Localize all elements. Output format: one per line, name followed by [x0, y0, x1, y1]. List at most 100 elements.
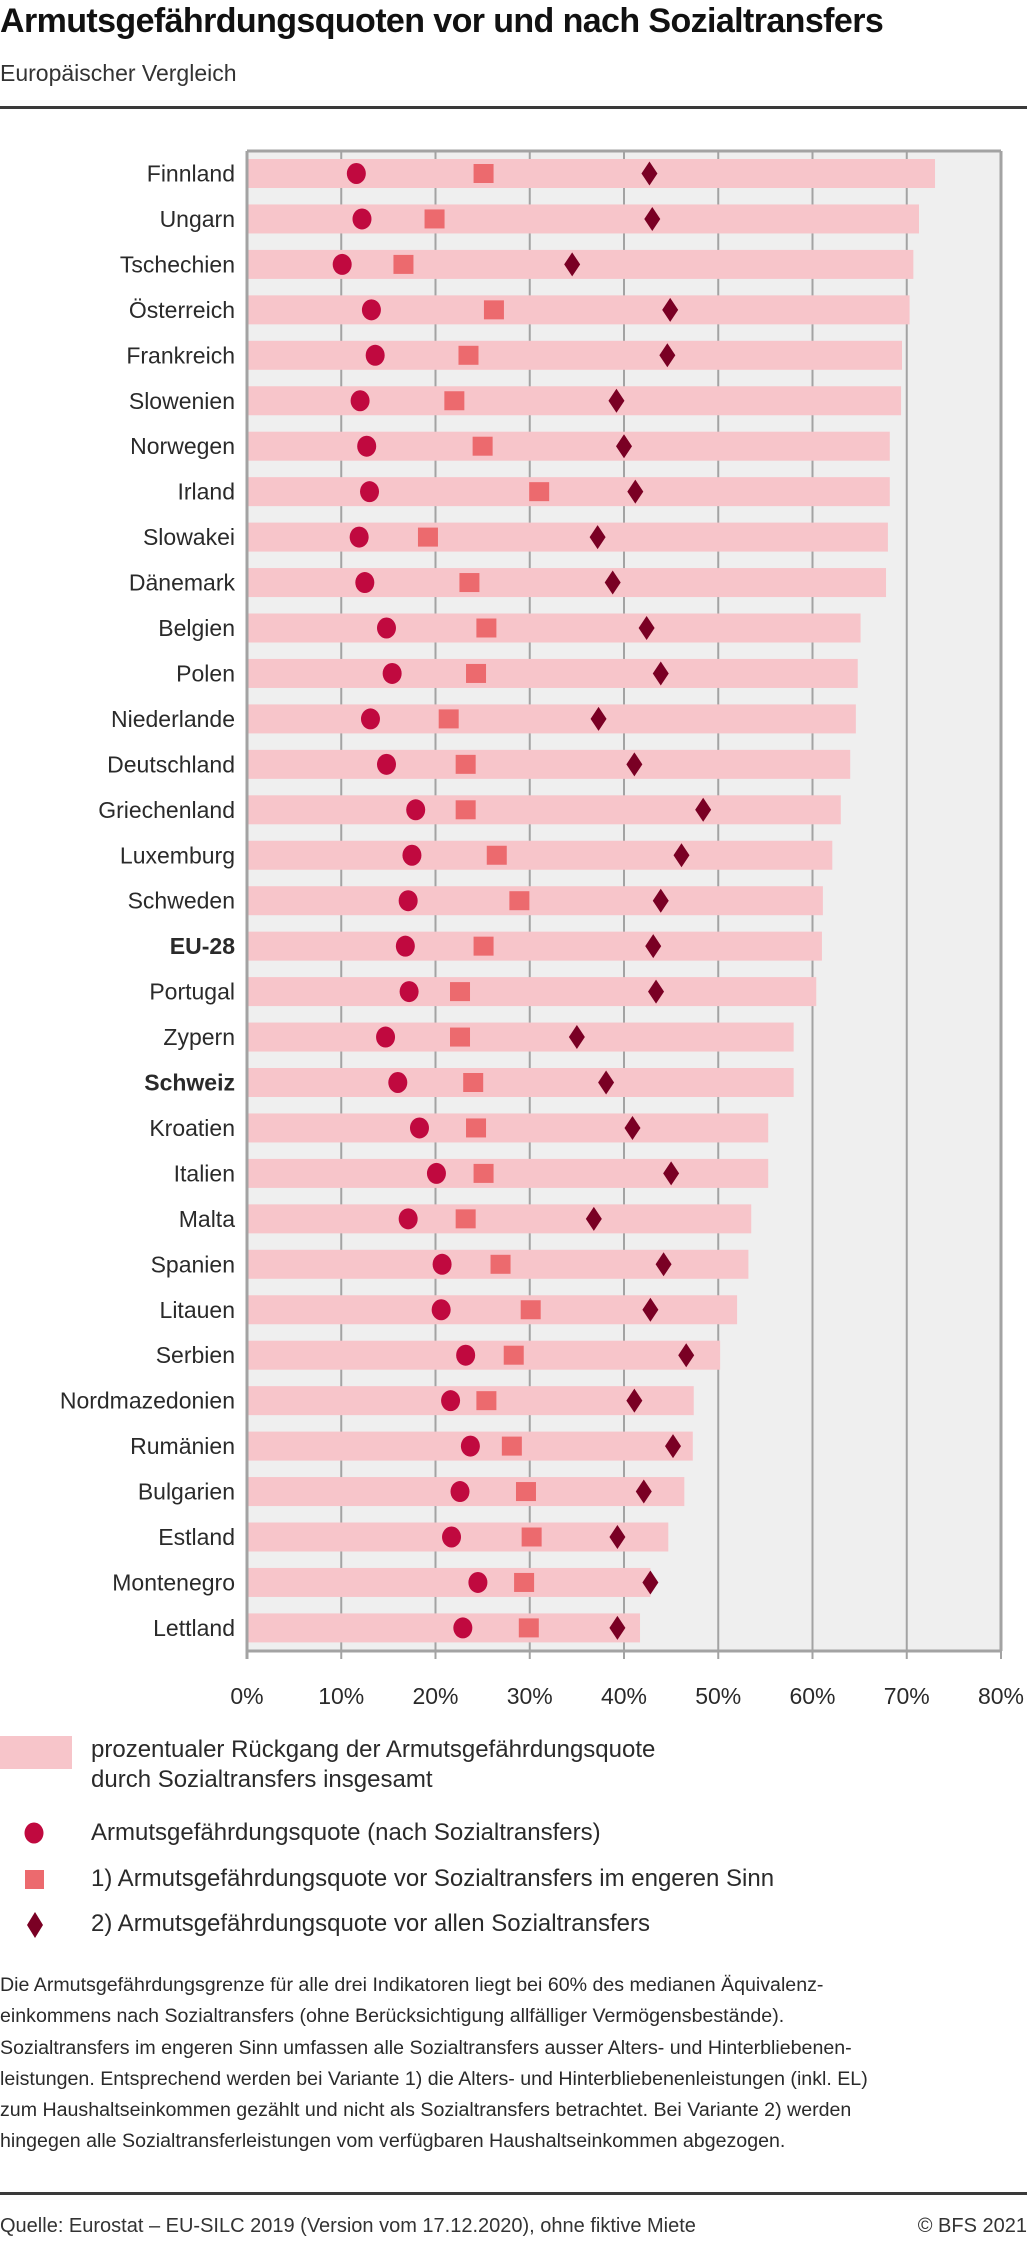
category-label: Italien — [174, 1160, 235, 1186]
square-marker — [417, 527, 438, 547]
diamond-marker — [589, 525, 606, 550]
category-label: Kroatien — [149, 1115, 235, 1141]
chart-title: Armutsgefährdungsquoten vor und nach Soz… — [0, 2, 884, 40]
square-marker — [509, 891, 530, 911]
footnote-line: hingegen alle Sozialtransferleistungen v… — [0, 2130, 786, 2153]
diamond-marker — [673, 843, 690, 868]
circle-marker — [376, 1026, 396, 1048]
square-marker — [472, 436, 493, 456]
circle-marker — [352, 208, 372, 230]
diamond-marker — [624, 1115, 641, 1140]
bar — [247, 977, 817, 1007]
category-label: Schweiz — [144, 1070, 235, 1096]
category-label: Portugal — [149, 979, 235, 1005]
circle-marker — [441, 1390, 461, 1412]
x-tick-label: 0% — [230, 1683, 263, 1709]
legend-square-label: 1) Armutsgefährdungsquote vor Sozialtran… — [91, 1865, 775, 1892]
square-marker — [473, 164, 494, 183]
circle-marker — [349, 526, 369, 548]
square-marker — [490, 1254, 511, 1274]
bar — [247, 1340, 721, 1370]
bar — [247, 204, 920, 234]
bar — [247, 477, 890, 507]
circle-marker — [468, 1571, 488, 1593]
bar — [247, 1068, 794, 1097]
copyright: © BFS 2021 — [917, 2215, 1027, 2237]
category-label: Estland — [158, 1524, 235, 1550]
diamond-marker — [662, 297, 679, 322]
x-tick-label: 40% — [601, 1683, 647, 1709]
category-label: Niederlande — [111, 706, 235, 732]
square-marker — [466, 663, 487, 683]
chart-area: Finnland Ungarn Tschechien Österreich Frankr… — [60, 149, 1024, 1709]
circle-marker — [456, 1344, 476, 1366]
square-marker — [459, 573, 480, 593]
square-marker — [438, 709, 459, 729]
category-label: Tschechien — [120, 251, 235, 277]
circle-marker — [398, 890, 418, 912]
diamond-marker — [642, 1297, 659, 1322]
category-label: Frankreich — [126, 342, 235, 368]
footnote-line: zum Haushaltseinkommen gezählt und nicht… — [0, 2099, 852, 2122]
x-tick-label: 10% — [318, 1683, 364, 1709]
square-marker — [501, 1436, 522, 1456]
category-label: Deutschland — [107, 751, 235, 777]
diamond-marker — [642, 1570, 659, 1595]
bar — [247, 1022, 794, 1052]
category-label: Schweden — [128, 888, 235, 914]
diamond-marker — [568, 1025, 585, 1050]
bar — [247, 931, 822, 961]
footnote-line: Sozialtransfers im engeren Sinn umfassen… — [0, 2036, 852, 2059]
category-label: Litauen — [160, 1297, 235, 1323]
circle-marker — [460, 1435, 480, 1457]
x-tick-label: 60% — [789, 1683, 835, 1709]
diamond-marker — [695, 797, 712, 822]
category-label: Ungarn — [160, 206, 235, 232]
square-marker — [518, 1618, 539, 1638]
category-label: Lettland — [153, 1615, 235, 1641]
footnote: Die Armutsgefährdungsgrenze für alle dre… — [0, 1970, 1027, 2158]
square-marker — [476, 1391, 497, 1411]
footer-divider — [0, 2192, 1027, 2195]
square-marker — [455, 754, 476, 774]
circle-marker — [402, 844, 422, 866]
square-marker — [521, 1527, 542, 1547]
diamond-marker — [616, 434, 632, 459]
square-marker — [393, 254, 414, 274]
circle-marker — [409, 1117, 429, 1139]
circle-marker — [360, 708, 380, 730]
legend-bar-label-line2: durch Sozialtransfers insgesamt — [91, 1766, 433, 1793]
footnote-line: leistungen. Entsprechend werden bei Vari… — [0, 2067, 868, 2090]
category-label: Rumänien — [130, 1433, 235, 1459]
diamond-marker — [648, 979, 665, 1004]
source-note: Quelle: Eurostat – EU-SILC 2019 (Version… — [0, 2215, 696, 2237]
square-marker — [458, 345, 479, 365]
circle-marker — [346, 163, 366, 184]
category-label: Irland — [177, 479, 235, 505]
legend-circle-label: Armutsgefährdungsquote (nach Sozialtrans… — [91, 1819, 601, 1846]
diamond-marker — [609, 1615, 626, 1640]
square-marker — [466, 1118, 487, 1138]
square-marker — [473, 1163, 494, 1183]
bar — [247, 249, 914, 279]
bar — [247, 795, 841, 825]
legend-bar-label-line1: prozentualer Rückgang der Armutsgefährdu… — [91, 1736, 656, 1763]
diamond-marker — [608, 388, 625, 413]
bar — [247, 340, 903, 370]
bar — [247, 1295, 738, 1325]
circle-marker-icon — [24, 1822, 44, 1844]
x-tick-label: 70% — [884, 1683, 930, 1709]
bar — [247, 568, 887, 598]
diamond-marker — [626, 1388, 643, 1413]
legend-bar-swatch — [0, 1736, 72, 1769]
square-marker — [520, 1300, 541, 1320]
circle-marker — [357, 435, 377, 457]
square-marker-icon — [25, 1870, 44, 1889]
square-marker — [455, 800, 476, 820]
square-marker — [529, 482, 550, 502]
bar — [247, 295, 910, 325]
bar — [247, 613, 861, 643]
diamond-marker — [655, 1252, 672, 1277]
bar — [247, 1386, 694, 1416]
diamond-marker — [585, 1206, 602, 1231]
